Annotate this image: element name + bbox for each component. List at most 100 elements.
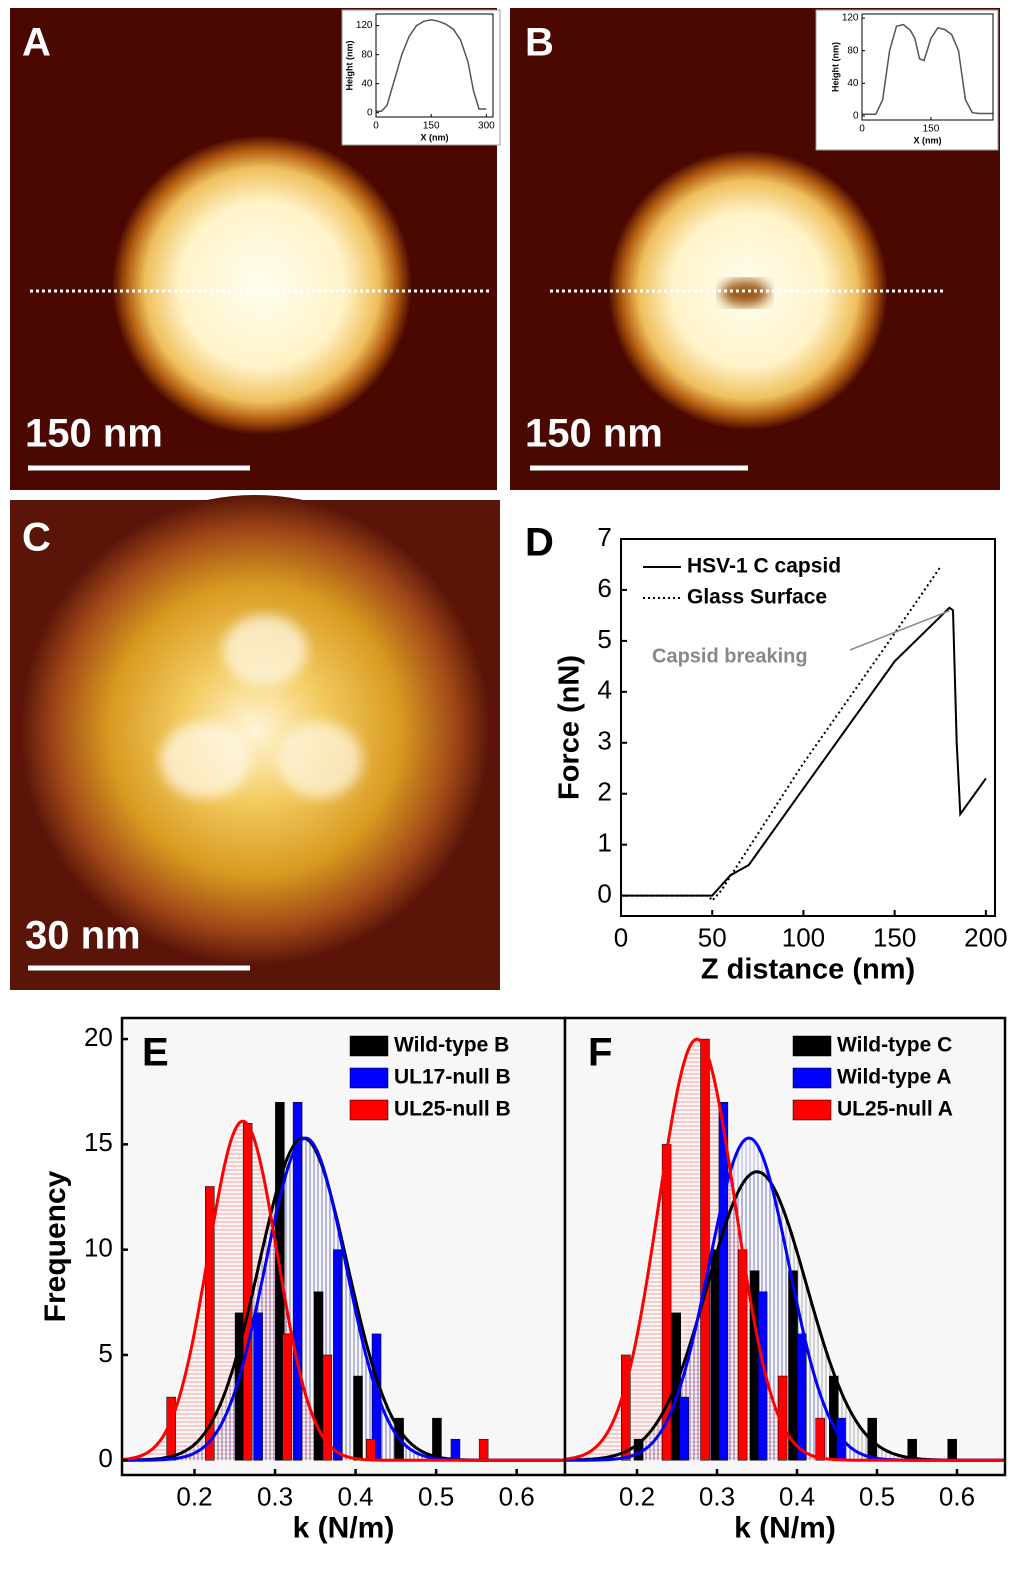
x-axis-title: X (nm) bbox=[914, 135, 942, 145]
figure: 150 nm A 150 nm B 30 nm C 01503000408012… bbox=[0, 0, 1019, 1577]
y-tick-label: 15 bbox=[84, 1127, 113, 1157]
y-tick-label: 40 bbox=[361, 78, 373, 89]
panel-label: D bbox=[525, 521, 554, 565]
y-tick-label: 80 bbox=[361, 49, 373, 60]
x-tick-label: 300 bbox=[478, 121, 495, 132]
legend-swatch bbox=[793, 1100, 831, 1120]
panel-label: B bbox=[525, 21, 554, 65]
y-tick-label: 6 bbox=[597, 573, 611, 603]
bar bbox=[333, 1250, 342, 1461]
y-tick-label: 4 bbox=[597, 675, 611, 705]
panel-c: 30 nm C bbox=[10, 495, 500, 990]
chart: 0.2 0.3 0.4 0.5 0.6 k (N/m) F Wild-type C Wild-t… bbox=[565, 1018, 1005, 1545]
legend-label: UL25-null A bbox=[837, 1098, 953, 1121]
y-tick-label: 5 bbox=[98, 1338, 112, 1368]
bar bbox=[711, 1250, 720, 1461]
x-tick-label: 0.5 bbox=[859, 1481, 895, 1511]
panel-label: A bbox=[22, 21, 51, 65]
capsomer bbox=[223, 615, 307, 685]
x-tick-label: 150 bbox=[923, 124, 940, 135]
bar bbox=[366, 1439, 375, 1460]
capsid-hole bbox=[721, 280, 769, 306]
capsomer bbox=[160, 722, 250, 798]
y-tick-label: 0 bbox=[98, 1443, 112, 1473]
x-tick-label: 0.6 bbox=[499, 1481, 535, 1511]
x-tick-label: 0.2 bbox=[619, 1481, 655, 1511]
bar bbox=[283, 1334, 292, 1460]
y-axis-title: Height (nm) bbox=[344, 41, 354, 91]
y-tick-label: 40 bbox=[847, 78, 859, 89]
x-axis-title: X (nm) bbox=[421, 132, 449, 142]
scale-label: 150 nm bbox=[25, 412, 163, 456]
legend-swatch bbox=[793, 1068, 831, 1088]
y-tick-label: 5 bbox=[597, 624, 611, 654]
y-tick-label: 120 bbox=[356, 20, 373, 31]
y-axis-title: Height (nm) bbox=[830, 42, 840, 92]
plot-area bbox=[376, 14, 493, 117]
y-axis-title: Force (nN) bbox=[554, 655, 586, 800]
scale-label: 30 nm bbox=[25, 914, 141, 958]
bar bbox=[254, 1313, 263, 1460]
x-tick-label: 0 bbox=[859, 124, 865, 135]
x-axis-title: k (N/m) bbox=[293, 1512, 395, 1545]
panel-label: C bbox=[22, 516, 51, 560]
plot-area bbox=[862, 14, 993, 120]
x-tick-label: 100 bbox=[782, 922, 825, 952]
x-tick-label: 0.4 bbox=[779, 1481, 815, 1511]
bar bbox=[353, 1376, 362, 1460]
legend-label: Glass Surface bbox=[687, 586, 827, 609]
x-axis-title: Z distance (nm) bbox=[701, 953, 915, 985]
bar bbox=[797, 1334, 806, 1460]
legend-label: UL25-null B bbox=[394, 1098, 511, 1121]
y-tick-label: 1 bbox=[597, 828, 611, 858]
x-tick-label: 50 bbox=[698, 922, 727, 952]
y-tick-label: 0 bbox=[853, 111, 859, 122]
x-tick-label: 0 bbox=[373, 121, 379, 132]
y-axis-title: Frequency bbox=[39, 1170, 72, 1322]
bar bbox=[680, 1397, 689, 1460]
bar bbox=[293, 1102, 302, 1460]
legend-label: HSV-1 C capsid bbox=[687, 555, 841, 578]
bar bbox=[432, 1418, 441, 1460]
x-tick-label: 0.3 bbox=[257, 1481, 293, 1511]
y-tick-label: 10 bbox=[84, 1233, 113, 1263]
legend-label: Wild-type C bbox=[837, 1034, 952, 1057]
x-tick-label: 0.6 bbox=[939, 1481, 975, 1511]
panel-label: E bbox=[142, 1031, 169, 1075]
legend-label: Wild-type A bbox=[837, 1066, 952, 1089]
capsid bbox=[20, 495, 490, 965]
legend-label: Wild-type B bbox=[394, 1034, 509, 1057]
bar bbox=[816, 1418, 825, 1460]
legend-swatch bbox=[793, 1036, 831, 1056]
y-tick-label: 120 bbox=[842, 13, 859, 24]
y-tick-label: 0 bbox=[367, 107, 373, 118]
x-tick-label: 0.5 bbox=[418, 1481, 454, 1511]
legend-label: UL17-null B bbox=[394, 1066, 511, 1089]
bar bbox=[948, 1439, 957, 1460]
x-axis-title: k (N/m) bbox=[734, 1512, 836, 1545]
legend-swatch bbox=[350, 1068, 388, 1088]
bar bbox=[701, 1039, 710, 1460]
panel-label: F bbox=[588, 1031, 612, 1075]
bar bbox=[479, 1439, 488, 1460]
legend-swatch bbox=[350, 1100, 388, 1120]
bar bbox=[451, 1439, 460, 1460]
scale-label: 150 nm bbox=[525, 412, 663, 456]
annotation: Capsid breaking bbox=[652, 645, 808, 667]
x-tick-label: 200 bbox=[964, 922, 1007, 952]
y-tick-label: 3 bbox=[597, 726, 611, 756]
bar bbox=[243, 1123, 252, 1460]
x-tick-label: 150 bbox=[873, 922, 916, 952]
y-tick-label: 0 bbox=[597, 878, 611, 908]
capsid bbox=[112, 135, 412, 435]
y-tick-label: 20 bbox=[84, 1022, 113, 1052]
y-tick-label: 2 bbox=[597, 777, 611, 807]
y-tick-label: 7 bbox=[597, 522, 611, 552]
x-tick-label: 0.2 bbox=[176, 1481, 212, 1511]
x-tick-label: 0 bbox=[614, 922, 628, 952]
y-tick-label: 80 bbox=[847, 45, 859, 56]
capsomer bbox=[278, 722, 362, 798]
x-tick-label: 150 bbox=[423, 121, 440, 132]
x-tick-label: 0.3 bbox=[699, 1481, 735, 1511]
legend-swatch bbox=[350, 1036, 388, 1056]
